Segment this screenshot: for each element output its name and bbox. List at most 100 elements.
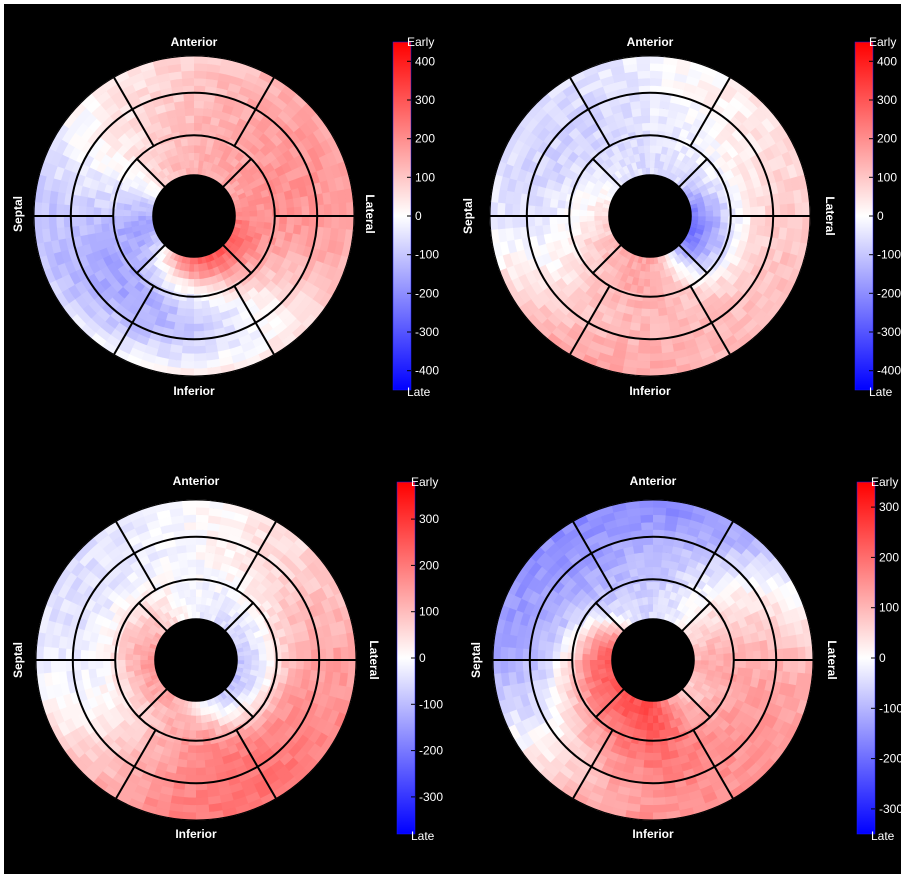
- map-tile: [306, 284, 321, 301]
- map-tile: [333, 647, 342, 662]
- map-tile: [217, 303, 229, 314]
- map-tile: [653, 263, 660, 272]
- map-tile: [187, 745, 196, 754]
- map-tile: [756, 195, 766, 208]
- map-tile: [246, 679, 256, 688]
- map-tile: [745, 762, 762, 778]
- map-tile: [196, 566, 205, 575]
- map-tile: [196, 581, 204, 590]
- map-tile: [255, 197, 265, 206]
- map-tile: [116, 747, 130, 761]
- map-tile: [282, 776, 300, 793]
- map-tile: [180, 63, 196, 72]
- map-tile: [210, 163, 219, 173]
- map-tile: [277, 572, 291, 587]
- map-tile: [173, 138, 183, 148]
- map-tile: [504, 202, 513, 216]
- map-tile: [278, 752, 294, 767]
- map-tile: [530, 136, 544, 151]
- label-inferior: Inferior: [632, 827, 674, 841]
- map-tile: [147, 655, 156, 660]
- map-tile: [591, 714, 603, 726]
- map-tile: [744, 241, 755, 254]
- map-tile: [166, 358, 182, 369]
- map-tile: [219, 723, 230, 734]
- map-tile: [164, 691, 173, 700]
- colorbar-tick-label: 100: [415, 170, 435, 184]
- map-tile: [190, 596, 197, 605]
- map-tile: [182, 797, 196, 806]
- map-tile: [565, 309, 580, 323]
- map-tile: [245, 247, 256, 258]
- map-tile: [531, 267, 544, 282]
- map-tile: [158, 270, 168, 281]
- map-tile: [60, 623, 71, 638]
- map-tile: [194, 55, 210, 65]
- map-tile: [183, 323, 194, 332]
- map-tile: [209, 275, 219, 285]
- colorbar-tick-label: 200: [877, 132, 897, 146]
- map-tile: [330, 253, 342, 270]
- map-tile: [648, 700, 653, 709]
- map-tile: [520, 731, 535, 748]
- map-tile: [597, 320, 611, 332]
- map-tile: [505, 189, 515, 204]
- map-tile: [208, 810, 224, 820]
- map-tile: [608, 258, 619, 269]
- map-tile: [753, 721, 767, 736]
- map-tile: [100, 721, 114, 735]
- map-tile: [90, 83, 108, 100]
- map-tile: [629, 252, 637, 262]
- map-tile: [246, 65, 263, 79]
- map-tile: [784, 724, 799, 742]
- map-tile: [38, 254, 51, 271]
- map-tile: [270, 546, 286, 561]
- map-tile: [215, 149, 225, 159]
- map-tile: [217, 158, 227, 168]
- map-tile: [206, 366, 222, 376]
- map-tile: [283, 684, 294, 696]
- map-tile: [325, 647, 335, 661]
- segment-divider: [689, 285, 731, 356]
- map-tile: [735, 752, 751, 767]
- map-tile: [166, 173, 174, 183]
- map-tile: [95, 738, 110, 753]
- map-tile: [494, 254, 507, 271]
- map-tile: [689, 240, 699, 249]
- map-tile: [233, 100, 247, 112]
- map-tile: [572, 227, 582, 237]
- map-tile: [227, 683, 236, 692]
- map-tile: [223, 614, 233, 624]
- map-tile: [640, 722, 648, 731]
- map-tile: [210, 251, 219, 261]
- map-tile: [657, 307, 668, 317]
- map-tile: [542, 196, 552, 208]
- map-tile: [310, 112, 327, 130]
- map-tile: [561, 102, 577, 117]
- map-tile: [58, 179, 69, 194]
- map-tile: [105, 102, 121, 117]
- map-tile: [704, 204, 714, 212]
- map-tile: [678, 754, 691, 765]
- map-tile: [174, 261, 182, 271]
- map-tile: [639, 92, 651, 102]
- map-tile: [34, 228, 44, 244]
- map-tile: [593, 632, 603, 641]
- colorbar-tick-label: 100: [879, 601, 899, 615]
- map-tile: [681, 737, 693, 748]
- map-tile: [150, 246, 160, 256]
- map-tile: [138, 224, 148, 231]
- map-tile: [165, 717, 175, 727]
- map-tile: [218, 118, 230, 129]
- map-tile: [207, 252, 215, 262]
- map-tile: [625, 123, 636, 134]
- map-tile: [216, 609, 225, 619]
- map-tile: [534, 224, 544, 237]
- map-tile: [140, 687, 151, 697]
- map-tile: [721, 533, 738, 548]
- map-tile: [638, 804, 653, 813]
- map-tile: [746, 542, 762, 559]
- map-tile: [301, 216, 310, 227]
- map-tile: [539, 720, 553, 735]
- map-tile: [147, 695, 157, 705]
